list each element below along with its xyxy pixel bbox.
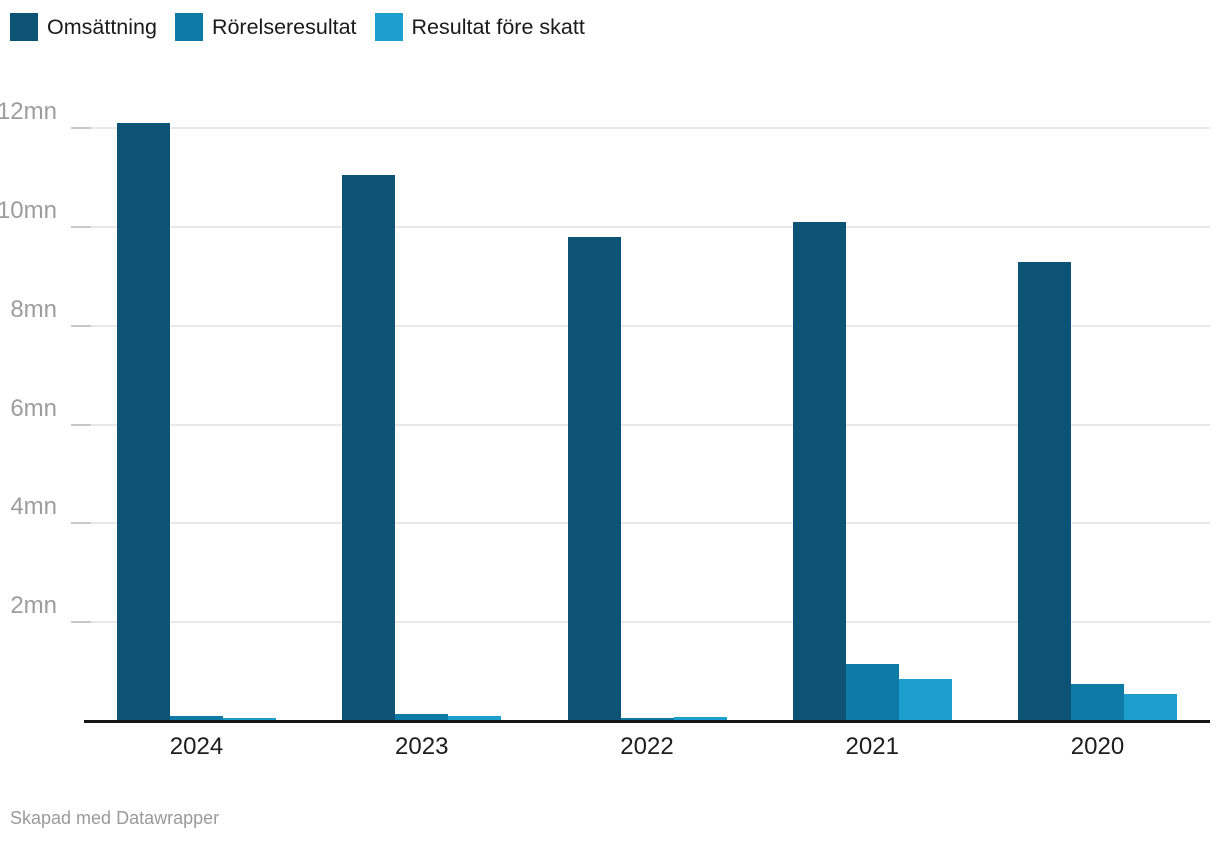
bar-group-2023	[342, 110, 502, 721]
attribution-text: Skapad med Datawrapper	[10, 808, 220, 828]
legend-item: Resultat före skatt	[374, 13, 585, 41]
y-axis-tick	[71, 621, 91, 624]
bar-2021-resultat-f-re-skatt	[898, 679, 952, 721]
gridline	[84, 423, 1210, 426]
bar-2023-r-relseresultat	[395, 714, 449, 721]
legend-label: Omsättning	[47, 15, 157, 39]
gridline	[84, 621, 1210, 624]
bar-2020-oms-ttning	[1018, 262, 1071, 721]
bar-2024-r-relseresultat	[170, 716, 223, 721]
legend-item: Rörelseresultat	[174, 13, 357, 41]
y-axis-label: 4mn	[10, 493, 57, 521]
x-axis-label: 2023	[395, 733, 449, 760]
bar-2024-resultat-f-re-skatt	[223, 718, 276, 721]
bar-2024-oms-ttning	[117, 123, 170, 721]
bar-2020-r-relseresultat	[1071, 684, 1124, 721]
x-axis-label: 2020	[1070, 733, 1125, 760]
legend-label: Resultat före skatt	[411, 15, 585, 39]
y-axis-tick	[71, 226, 91, 229]
y-axis-tick	[71, 324, 91, 327]
y-axis-label: 12mn	[0, 98, 57, 126]
gridline	[84, 324, 1210, 327]
y-axis-label: 8mn	[10, 295, 57, 323]
y-axis-label: 2mn	[10, 592, 57, 620]
y-axis-label: 6mn	[10, 394, 57, 422]
y-axis-label: 10mn	[0, 197, 57, 225]
bar-2022-resultat-f-re-skatt	[673, 717, 727, 721]
gridline	[84, 522, 1210, 525]
x-axis-label: 2022	[620, 733, 674, 760]
bar-group-2024	[117, 110, 276, 721]
bar-2021-r-relseresultat	[845, 664, 899, 721]
bar-group-2021	[792, 110, 952, 721]
bar-group-2020	[1018, 110, 1177, 721]
x-axis-label: 2021	[845, 733, 899, 760]
legend-swatch-icon	[10, 13, 38, 41]
x-axis-label: 2024	[169, 733, 224, 760]
y-axis-tick	[71, 127, 91, 130]
gridline	[84, 226, 1210, 229]
legend-label: Rörelseresultat	[211, 15, 357, 39]
bar-group-2022	[567, 110, 727, 721]
bar-2023-resultat-f-re-skatt	[448, 716, 502, 721]
x-axis-line	[84, 720, 1210, 723]
legend-swatch-icon	[174, 13, 203, 41]
bar-2022-oms-ttning	[567, 237, 621, 721]
y-axis-tick	[71, 423, 91, 426]
bar-2023-oms-ttning	[342, 175, 396, 721]
gridline	[84, 127, 1210, 130]
plot-area: 2mn 4mn 6mn 8mn 10mn 12mn 2024 2023 2022 2021 2020	[0, 98, 1210, 760]
legend-swatch-icon	[374, 13, 403, 41]
legend: Omsättning Rörelseresultat Resultat före s…	[10, 13, 585, 41]
bar-2021-oms-ttning	[792, 222, 846, 721]
bar-2022-r-relseresultat	[620, 718, 674, 721]
y-axis-tick	[71, 522, 91, 525]
bar-2020-resultat-f-re-skatt	[1124, 694, 1177, 721]
legend-item: Omsättning	[10, 13, 157, 41]
